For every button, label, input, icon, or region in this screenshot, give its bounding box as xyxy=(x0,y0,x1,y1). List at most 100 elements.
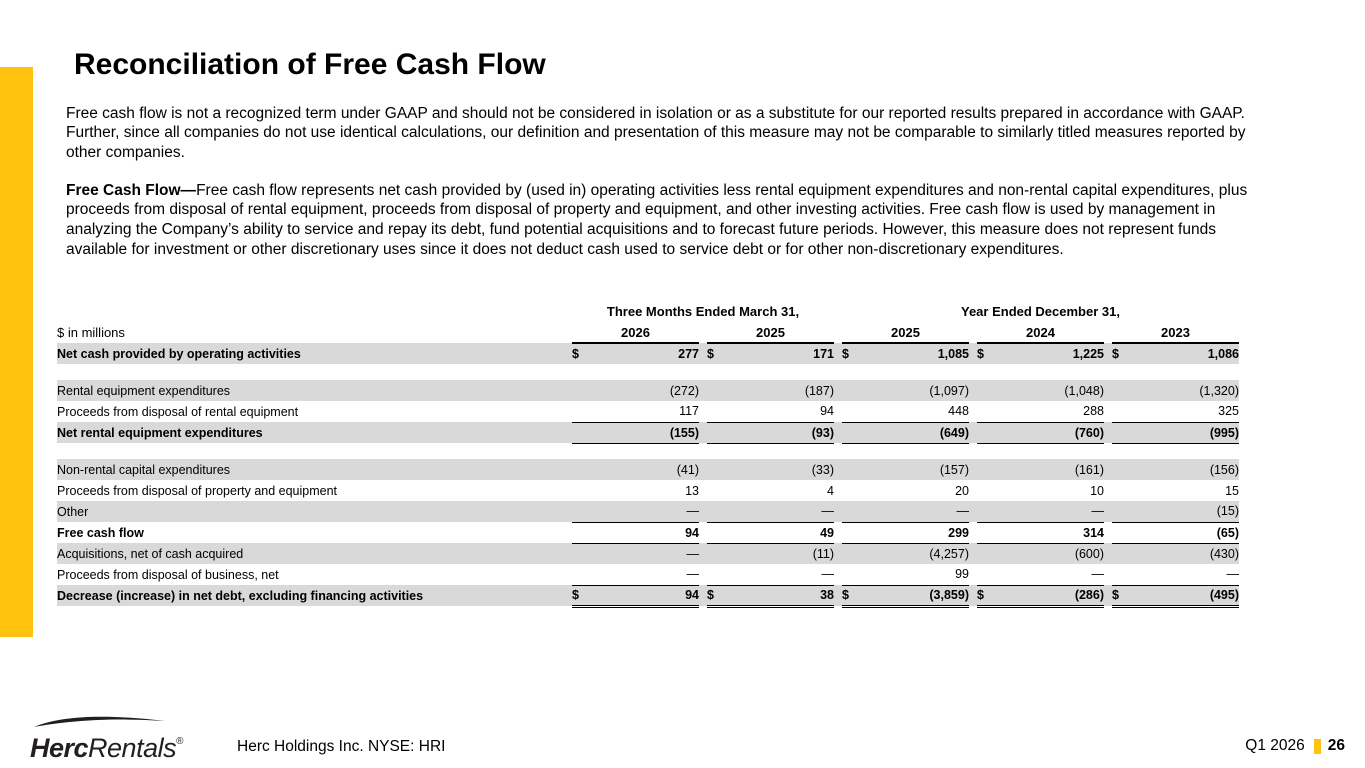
dollar-sign-cell xyxy=(1112,543,1134,564)
column-gap xyxy=(1104,501,1112,522)
dollar-sign-cell: $ xyxy=(977,343,999,364)
value-cell: 94 xyxy=(594,522,699,544)
column-gap xyxy=(1104,480,1112,501)
table-row: Rental equipment expenditures (272) (187) (… xyxy=(57,380,1239,401)
column-gap xyxy=(1104,585,1112,606)
value-cell: 99 xyxy=(864,564,969,586)
value-cell: 299 xyxy=(864,522,969,544)
value-cell: 314 xyxy=(999,522,1104,544)
hercrentals-logo: HercRentals® xyxy=(30,714,183,763)
column-gap xyxy=(834,459,842,480)
table-row: Proceeds from disposal of rental equipme… xyxy=(57,401,1239,423)
row-label: Proceeds from disposal of business, net xyxy=(57,567,279,582)
dollar-sign-cell xyxy=(572,564,594,586)
column-gap xyxy=(1104,459,1112,480)
value-cell: (3,859) xyxy=(864,585,969,608)
page-marker-icon xyxy=(1313,738,1321,754)
dollar-sign-cell xyxy=(1112,459,1134,480)
dollar-sign-cell xyxy=(842,380,864,401)
row-label: Rental equipment expenditures xyxy=(57,380,572,401)
dollar-sign-cell: $ xyxy=(572,343,594,364)
value-cell: — xyxy=(999,501,1104,523)
quarter-label: Q1 2026 xyxy=(1245,737,1305,754)
dollar-sign-cell: $ xyxy=(842,585,864,608)
value-cell: (272) xyxy=(594,380,699,401)
dollar-sign-cell xyxy=(572,522,594,544)
dollar-sign-cell xyxy=(842,480,864,501)
value-cell: (187) xyxy=(729,380,834,401)
column-gap xyxy=(1104,564,1112,585)
row-label: Net rental equipment expenditures xyxy=(57,422,572,443)
logo-rentals: Rentals xyxy=(88,733,177,763)
accent-bar xyxy=(0,67,33,637)
dollar-sign-cell: $ xyxy=(1112,585,1134,608)
value-cell: (430) xyxy=(1134,543,1239,564)
dollar-sign-cell xyxy=(842,564,864,586)
footer-right: Q1 2026 26 xyxy=(1245,737,1345,755)
column-gap xyxy=(699,401,707,422)
value-cell: — xyxy=(594,501,699,523)
column-gap xyxy=(834,343,842,364)
dollar-sign-cell xyxy=(842,401,864,423)
value-cell: (15) xyxy=(1134,501,1239,523)
table-row: Net rental equipment expenditures (155) (9… xyxy=(57,422,1239,444)
column-gap xyxy=(699,380,707,401)
dollar-sign-cell: $ xyxy=(572,585,594,608)
dollar-sign-cell xyxy=(977,480,999,501)
column-gap xyxy=(834,422,842,443)
value-cell: (33) xyxy=(729,459,834,480)
free-cash-flow-table: Three Months Ended March 31, Year Ended … xyxy=(57,301,1239,608)
value-cell: 15 xyxy=(1225,483,1239,498)
dollar-sign-cell: $ xyxy=(842,343,864,364)
value-cell: (4,257) xyxy=(864,543,969,564)
value-cell: (155) xyxy=(594,422,699,444)
dollar-sign-cell xyxy=(1112,380,1134,401)
dollar-sign-cell xyxy=(1112,422,1134,444)
value-cell: 1,085 xyxy=(864,343,969,364)
definition-paragraph: Free Cash Flow—Free cash flow represents… xyxy=(66,181,1258,261)
value-cell: (156) xyxy=(1134,459,1239,480)
dollar-sign-cell xyxy=(1112,401,1134,423)
disclaimer-paragraph: Free cash flow is not a recognized term … xyxy=(66,104,1246,162)
column-gap xyxy=(834,543,842,564)
dollar-sign-cell xyxy=(977,380,999,401)
table-spacer-row xyxy=(57,443,1239,459)
column-gap xyxy=(699,459,707,480)
table-row: Proceeds from disposal of property and e… xyxy=(57,480,1239,501)
value-cell: (760) xyxy=(999,422,1104,444)
dollar-sign-cell: $ xyxy=(1112,343,1134,364)
value-cell: 277 xyxy=(594,343,699,364)
value-cell: (649) xyxy=(864,422,969,444)
column-gap xyxy=(969,564,977,585)
column-gap xyxy=(969,459,977,480)
dollar-sign-cell xyxy=(842,522,864,544)
column-gap xyxy=(834,401,842,422)
dollar-sign-cell xyxy=(572,380,594,401)
value-cell: (93) xyxy=(729,422,834,444)
dollar-sign-cell xyxy=(977,401,999,423)
dollar-sign-cell xyxy=(977,459,999,480)
column-gap xyxy=(1104,422,1112,443)
year-header: 2023 xyxy=(1112,322,1239,344)
dollar-sign-cell xyxy=(572,401,594,423)
table-spacer-row xyxy=(57,364,1239,380)
value-cell: (1,048) xyxy=(999,380,1104,401)
dollar-sign-cell xyxy=(977,522,999,544)
units-label: $ in millions xyxy=(57,325,125,340)
year-header: 2025 xyxy=(707,322,834,344)
value-cell: (1,320) xyxy=(1134,380,1239,401)
table-row: Non-rental capital expenditures (41) (33) (… xyxy=(57,459,1239,480)
dollar-sign-cell xyxy=(572,543,594,564)
dollar-sign-cell xyxy=(1112,564,1134,586)
table-body: Net cash provided by operating activitie… xyxy=(57,343,1239,608)
row-label: Acquisitions, net of cash acquired xyxy=(57,543,572,564)
column-gap xyxy=(969,401,977,422)
column-gap xyxy=(699,343,707,364)
dollar-sign-cell xyxy=(707,501,729,523)
dollar-sign-cell xyxy=(1112,522,1134,544)
dollar-sign-cell xyxy=(977,543,999,564)
value-cell: — xyxy=(999,564,1104,586)
value-cell: — xyxy=(729,501,834,523)
column-gap xyxy=(834,501,842,522)
table-row: Free cash flow 94 49 299 314 (65) xyxy=(57,522,1239,544)
